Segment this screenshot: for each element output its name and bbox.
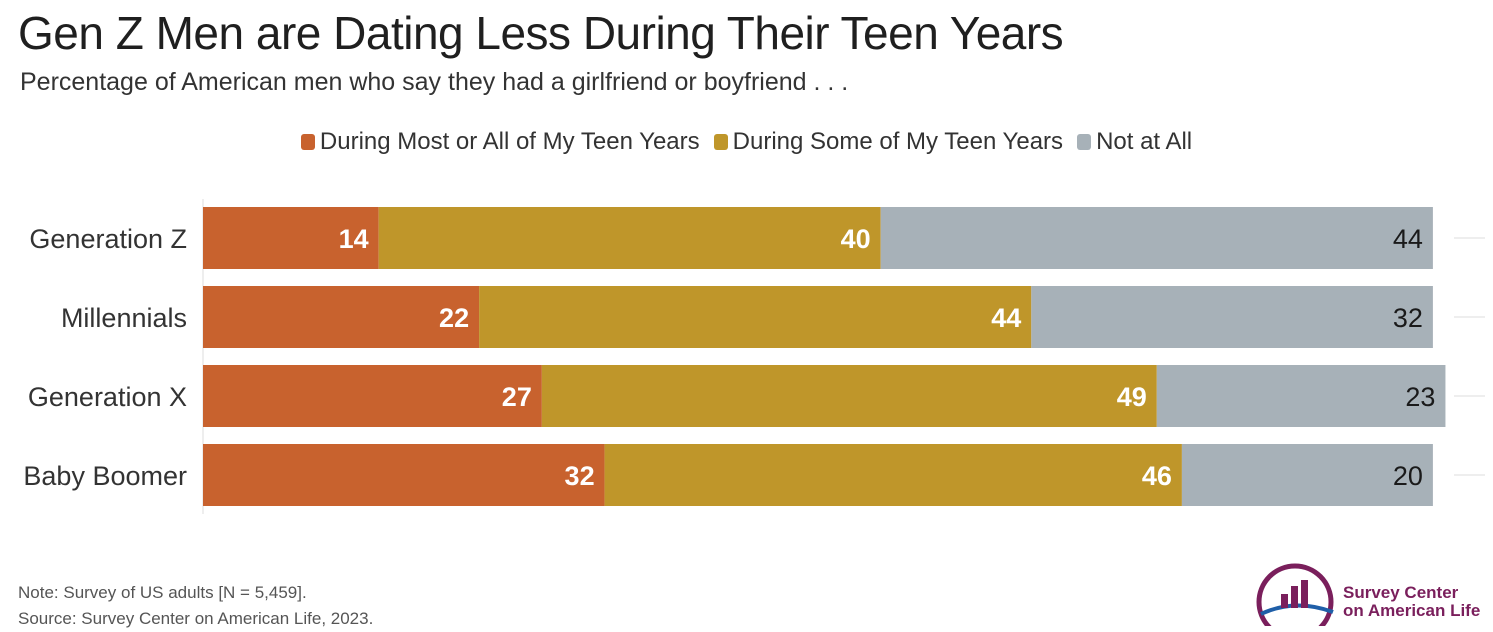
data-label: 32 [565, 461, 595, 491]
data-label: 22 [439, 303, 469, 333]
chart-title: Gen Z Men are Dating Less During Their T… [18, 7, 1064, 59]
category-label: Generation X [28, 382, 187, 412]
source-line: Source: Survey Center on American Life, … [18, 609, 374, 628]
logo-line-2: on American Life [1343, 601, 1481, 620]
legend-label-some: During Some of My Teen Years [732, 128, 1064, 155]
bar-segment [604, 444, 1182, 506]
data-label: 20 [1393, 461, 1423, 491]
logo-text: Survey Center on American Life [1343, 584, 1480, 620]
legend-swatch-some [713, 134, 728, 150]
bar-segment [541, 365, 1157, 427]
bar-segment [203, 286, 480, 348]
chart-notes: Note: Survey of US adults [N = 5,459]. S… [18, 580, 373, 632]
category-label: Generation Z [29, 224, 187, 254]
legend-swatch-not-at-all [1077, 134, 1092, 150]
bar-segment [1181, 444, 1433, 506]
bar-segment [880, 207, 1433, 269]
data-label: 44 [1393, 224, 1423, 254]
chart-legend: During Most or All of My Teen Years Duri… [0, 128, 1493, 156]
legend-label-most: During Most or All of My Teen Years [319, 128, 700, 155]
data-label: 14 [339, 224, 369, 254]
chart-subtitle: Percentage of American men who say they … [20, 68, 849, 96]
legend-item-not-at-all: Not at All [1077, 128, 1192, 156]
category-label: Millennials [61, 303, 187, 333]
legend-item-some: During Some of My Teen Years [713, 128, 1064, 156]
legend-swatch-most [300, 134, 315, 150]
bar-segment [1156, 365, 1446, 427]
bar-segment [378, 207, 881, 269]
logo-line-1: Survey Center [1343, 583, 1459, 602]
bar-segment [203, 365, 542, 427]
data-label: 49 [1117, 382, 1147, 412]
bar-segment [203, 444, 605, 506]
survey-center-logo: Survey Center on American Life [1255, 562, 1493, 632]
data-label: 27 [502, 382, 532, 412]
legend-label-not-at-all: Not at All [1096, 128, 1193, 155]
data-label: 23 [1405, 382, 1435, 412]
logo-mark-icon [1256, 563, 1334, 632]
category-label: Baby Boomer [23, 461, 187, 491]
data-label: 32 [1393, 303, 1423, 333]
note-line: Note: Survey of US adults [N = 5,459]. [18, 583, 307, 602]
legend-item-most: During Most or All of My Teen Years [300, 128, 700, 156]
bar-segment [479, 286, 1032, 348]
bar-segment [1031, 286, 1433, 348]
data-label: 44 [991, 303, 1021, 333]
data-label: 46 [1142, 461, 1172, 491]
bar-segment [203, 207, 379, 269]
data-label: 40 [841, 224, 871, 254]
